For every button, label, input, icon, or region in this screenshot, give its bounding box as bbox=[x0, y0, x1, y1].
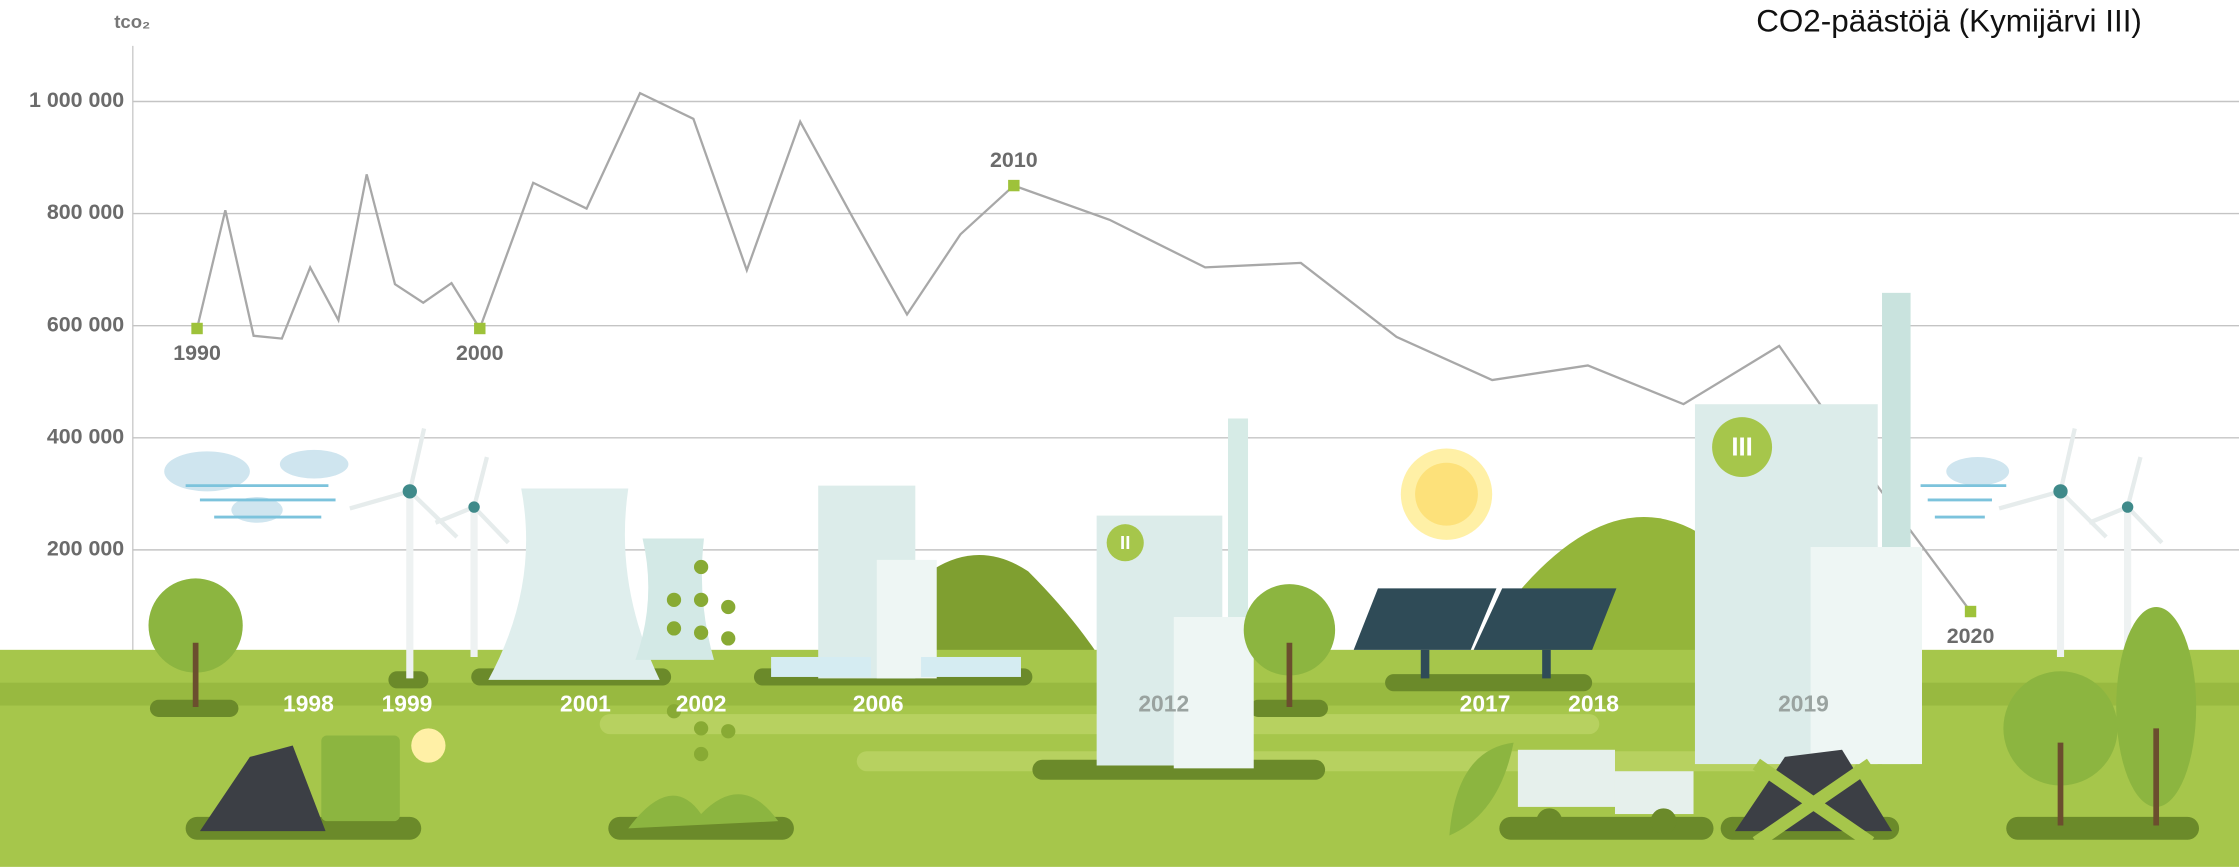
milestone-year: 2006 bbox=[853, 691, 904, 717]
milestone-year: 2018 bbox=[1568, 691, 1619, 717]
y-tick-label: 200 000 bbox=[47, 537, 124, 561]
y-tick-label: 1 000 000 bbox=[29, 88, 124, 112]
x-tick-label: 1990 bbox=[173, 341, 221, 365]
chart-title: CO2-päästöjä (Kymijärvi III) bbox=[1756, 3, 2142, 38]
milestone-year: 2019 bbox=[1778, 691, 1829, 717]
x-tick-label: 2000 bbox=[456, 341, 504, 365]
milestone-year: 2012 bbox=[1138, 691, 1189, 717]
plant-label: III bbox=[1731, 433, 1752, 461]
x-tick-label: 2010 bbox=[990, 148, 1038, 172]
point-marker bbox=[1008, 179, 1020, 192]
milestone-year: 1999 bbox=[382, 691, 433, 717]
point-marker bbox=[191, 322, 203, 335]
y-tick-label: 800 000 bbox=[47, 200, 124, 224]
point-marker bbox=[1964, 605, 1977, 618]
y-tick-label: 600 000 bbox=[47, 312, 124, 336]
milestone-year: 2001 bbox=[560, 691, 611, 717]
milestone-year: 2017 bbox=[1460, 691, 1511, 717]
plant-label: II bbox=[1120, 532, 1130, 553]
point-marker bbox=[474, 322, 486, 335]
y-tick-label: 400 000 bbox=[47, 424, 124, 448]
line bbox=[195, 91, 1972, 613]
x-tick-label: 2020 bbox=[1947, 624, 1995, 648]
milestone-year: 1998 bbox=[283, 691, 334, 717]
y-axis-label: tco₂ bbox=[114, 11, 150, 32]
milestone-year: 2002 bbox=[676, 691, 727, 717]
illustration bbox=[0, 292, 2239, 867]
